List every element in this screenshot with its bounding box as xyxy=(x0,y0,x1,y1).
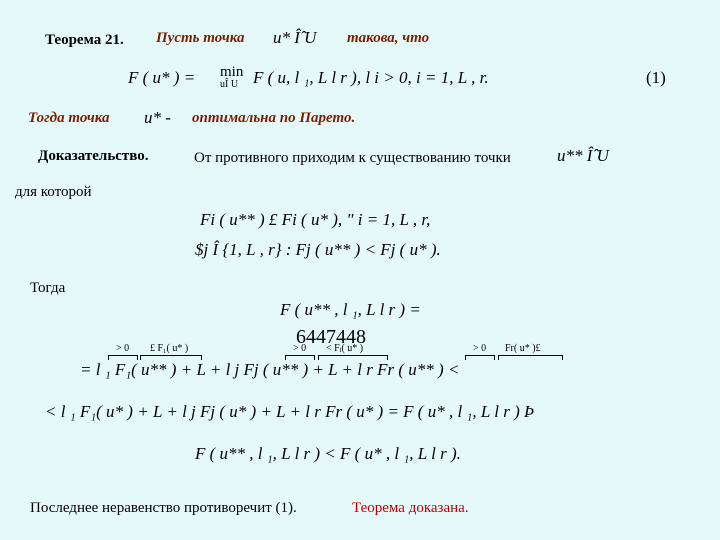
ob2-right: < Fⱼ( u* ) xyxy=(326,343,363,354)
premise-end: такова, что xyxy=(347,30,429,47)
ob2-left: > 0 xyxy=(293,343,306,354)
premise-start: Пусть точка xyxy=(156,30,244,47)
final-qed: Теорема доказана. xyxy=(352,500,469,517)
eq2-line2: $j Î {1, L , r} : Fj ( u** ) < Fj ( u* )… xyxy=(195,240,441,260)
then-text: Тогда xyxy=(30,280,65,297)
proof-label: Доказательство. xyxy=(38,148,149,165)
proof-line2: для которой xyxy=(15,184,91,201)
eq1-num: (1) xyxy=(646,68,666,88)
proof-line1: От противного приходим к существованию т… xyxy=(194,150,511,167)
ob3-right: Fr( u* )£ xyxy=(505,343,541,354)
conclusion-start: Тогда точка xyxy=(28,110,110,127)
eq1-body: F ( u, l ₁, L l r ), l i > 0, i = 1, L ,… xyxy=(253,68,489,88)
premise-sym: u* Î̂ U xyxy=(273,28,316,48)
proof-sym1: u** Î̂ U xyxy=(557,146,609,166)
final-contradiction: Последнее неравенство противоречит (1). xyxy=(30,500,297,517)
eq3-line1: F ( u** , l ₁, L l r ) = xyxy=(280,300,421,320)
eq1-min-bot: uÎ U xyxy=(220,79,238,90)
conclusion-sym: u* - xyxy=(144,108,171,128)
eq3-line4: F ( u** , l ₁, L l r ) < F ( u* , l ₁, L… xyxy=(195,444,461,464)
ob3-brace xyxy=(465,355,495,361)
ob3b-brace xyxy=(498,355,563,361)
ob1-left: > 0 xyxy=(116,343,129,354)
ob1-right: £ F₁( u* ) xyxy=(150,343,188,354)
eq2-line1: Fi ( u** ) £ Fi ( u* ), " i = 1, L , r, xyxy=(200,210,430,230)
conclusion-end: оптимальна по Парето. xyxy=(192,110,355,127)
eq1-lhs: F ( u* ) = xyxy=(128,68,195,88)
eq3-line3: < l ₁ F₁( u* ) + L + l j Fj ( u* ) + L +… xyxy=(45,402,534,422)
eq3-line2: = l ₁ F₁( u** ) + L + l j Fj ( u** ) + L… xyxy=(80,360,459,380)
ob3-left: > 0 xyxy=(473,343,486,354)
theorem-label: Теорема 21. xyxy=(45,32,124,49)
